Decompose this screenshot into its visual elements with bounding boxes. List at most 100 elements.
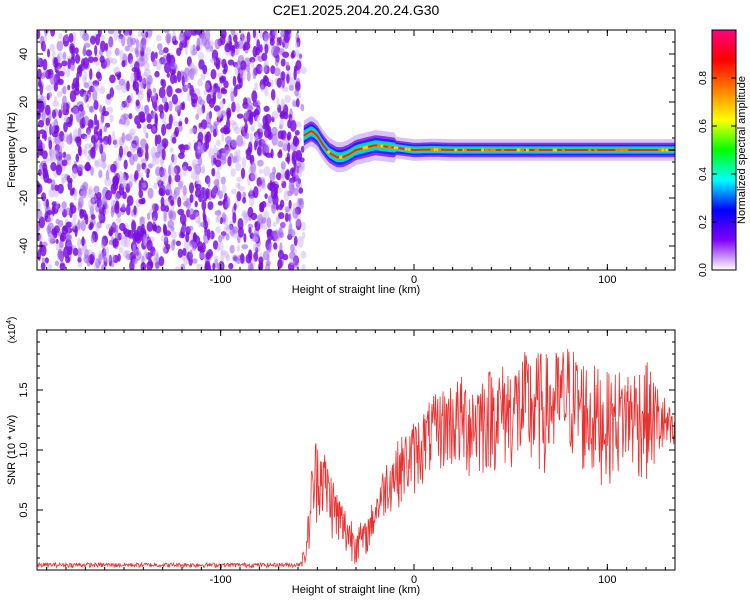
heatmap-noise-cell [99, 86, 106, 95]
heatmap-noise-cell [216, 110, 223, 118]
heatmap-noise-cell [229, 120, 237, 126]
heatmap-noise-cell [160, 203, 167, 212]
heatmap-noise-cell [45, 198, 49, 209]
heatmap-noise-cell [248, 172, 256, 182]
heatmap-noise-cell [77, 164, 84, 171]
heatmap-noise-cell [265, 263, 270, 270]
heatmap-noise-cell [235, 182, 240, 189]
heatmap-noise-cell [175, 240, 181, 247]
heatmap-noise-cell [191, 48, 198, 56]
heatmap-noise-cell [232, 254, 238, 262]
heatmap-noise-cell [138, 75, 143, 83]
heatmap-noise-cell [88, 254, 95, 265]
heatmap-noise-cell [99, 114, 105, 126]
heatmap-noise-cell [174, 266, 181, 270]
heatmap-noise-cell [252, 236, 259, 243]
heatmap-noise-cell [121, 182, 127, 188]
heatmap-noise-cell [107, 30, 115, 35]
heatmap-noise-cell [51, 125, 59, 135]
heatmap-noise-cell [87, 130, 91, 139]
heatmap-noise-cell [137, 90, 144, 102]
heatmap-noise-cell [61, 201, 67, 210]
heatmap-noise-cell [104, 203, 109, 210]
heatmap-noise-cell [82, 57, 89, 69]
heatmap-noise-cell [121, 60, 126, 68]
heatmap-noise-cell [145, 168, 151, 175]
heatmap-noise-cell [115, 84, 122, 91]
heatmap-noise-cell [170, 166, 177, 177]
heatmap-noise-cell [281, 180, 287, 189]
heatmap-noise-cell [122, 227, 128, 235]
heatmap-noise-cell [67, 179, 73, 191]
heatmap-noise-cell [84, 135, 88, 141]
snr-xlabel: Height of straight line (km) [292, 584, 420, 596]
heatmap-noise-cell [160, 234, 168, 242]
heatmap-noise-cell [105, 190, 112, 201]
heatmap-noise-cell [236, 135, 244, 147]
heatmap-noise-cell [166, 72, 170, 78]
heatmap-noise-cell [94, 113, 98, 126]
heatmap-noise-cell [101, 264, 107, 270]
heatmap-noise-cell [184, 45, 188, 56]
heatmap-noise-cell [239, 77, 243, 89]
heatmap-signal-peak [437, 148, 442, 152]
heatmap-noise-cell [61, 60, 68, 67]
heatmap-noise-cell [153, 182, 158, 190]
heatmap-noise-cell [126, 37, 133, 48]
heatmap-noise-cell [143, 61, 150, 72]
heatmap-noise-cell [144, 53, 149, 63]
heatmap-noise-cell [89, 85, 95, 93]
heatmap-noise-cell [158, 49, 165, 56]
heatmap-noise-cell [179, 40, 184, 52]
heatmap-noise-cell [206, 93, 212, 104]
heatmap-noise-cell [58, 207, 65, 213]
heatmap-noise-cell [255, 247, 259, 254]
heatmap-noise-cell [216, 147, 220, 156]
heatmap-noise-cell [275, 203, 279, 211]
heatmap-noise-cell [71, 167, 78, 179]
heatmap-noise-cell [49, 43, 55, 52]
heatmap-noise-cell [300, 145, 305, 153]
heatmap-noise-cell [56, 144, 62, 157]
heatmap-noise-cell [231, 101, 236, 113]
heatmap-noise-cell [76, 71, 80, 83]
heatmap-noise-cell [295, 176, 301, 188]
heatmap-noise-cell [97, 30, 102, 38]
heatmap-noise-cell [164, 230, 172, 237]
heatmap-noise-cell [141, 30, 147, 39]
heatmap-noise-cell [294, 167, 302, 179]
heatmap-noise-cell [50, 122, 55, 134]
heatmap-noise-cell [215, 169, 221, 182]
heatmap-noise-cell [280, 58, 286, 67]
heatmap-noise-cell [196, 37, 201, 49]
heatmap-noise-cell [280, 166, 286, 179]
heatmap-noise-cell [171, 153, 178, 165]
heatmap-ytick-label: 20 [18, 96, 30, 108]
heatmap-noise-cell [67, 58, 71, 70]
heatmap-noise-cell [69, 204, 77, 214]
heatmap-noise-cell [143, 52, 148, 65]
heatmap-noise-cell [206, 112, 212, 125]
heatmap-noise-cell [82, 48, 87, 56]
heatmap-noise-cell [90, 135, 96, 144]
heatmap-noise-cell [216, 213, 222, 223]
heatmap-noise-cell [154, 92, 159, 102]
snr-series-line [37, 348, 675, 569]
heatmap-noise-cell [201, 36, 207, 47]
heatmap-noise-cell [279, 124, 283, 130]
heatmap-signal-peak [380, 144, 384, 148]
heatmap-noise-cell [102, 110, 110, 117]
heatmap-noise-cell [37, 232, 41, 242]
heatmap-noise-cell [58, 219, 64, 228]
heatmap-noise-cell [146, 113, 152, 124]
heatmap-noise-cell [199, 252, 205, 259]
heatmap-noise-cell [113, 66, 120, 75]
heatmap-noise-cell [261, 200, 267, 209]
heatmap-noise-cell [227, 59, 235, 66]
heatmap-noise-cell [83, 82, 89, 89]
heatmap-noise-cell [284, 30, 292, 35]
heatmap-noise-cell [295, 81, 301, 92]
heatmap-noise-cell [176, 70, 182, 83]
heatmap-noise-cell [192, 125, 198, 135]
heatmap-noise-cell [183, 239, 191, 251]
